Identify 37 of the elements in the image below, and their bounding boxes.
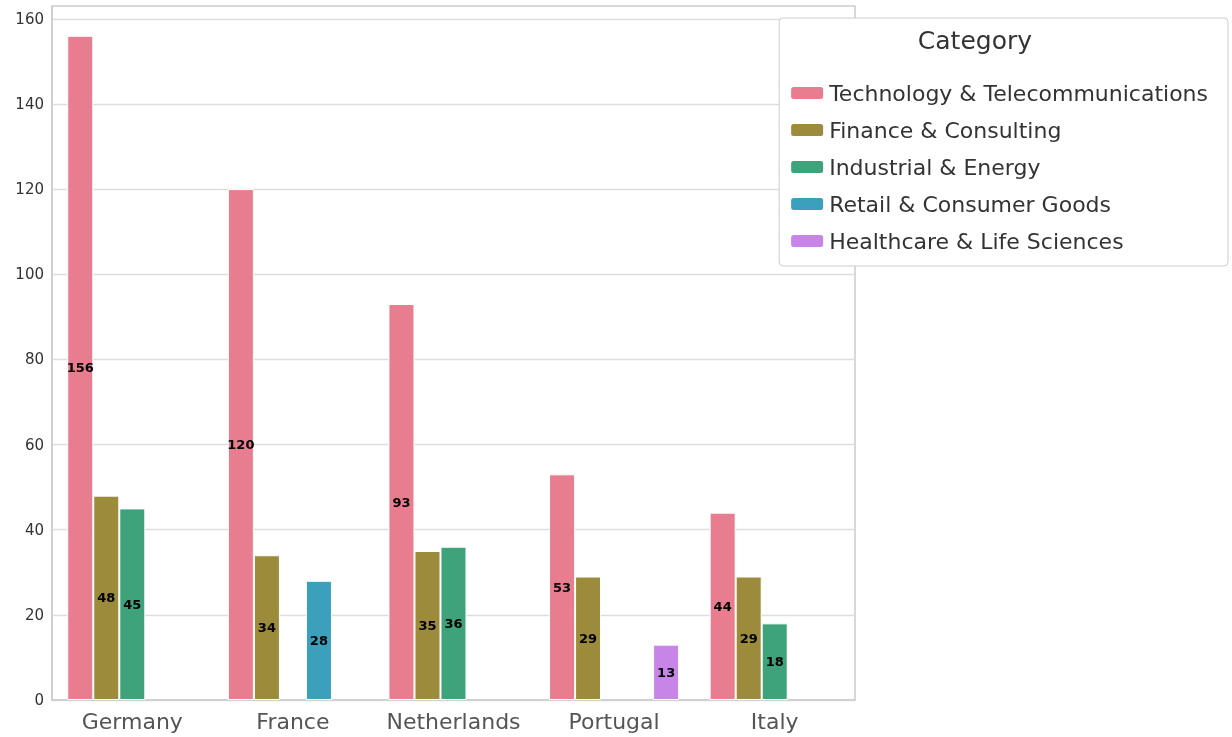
y-tick-label: 0 [34, 691, 44, 709]
bar [305, 580, 332, 700]
data-label: 28 [309, 632, 328, 648]
data-label: 156 [66, 360, 94, 376]
x-tick-label: Italy [750, 708, 799, 734]
data-label: 35 [418, 617, 437, 633]
legend-label: Finance & Consulting [829, 117, 1062, 143]
y-tick-label: 120 [15, 180, 44, 199]
y-tick-label: 140 [15, 94, 44, 113]
data-label: 45 [123, 596, 142, 612]
legend-label: Retail & Consumer Goods [829, 191, 1112, 217]
data-label: 53 [553, 579, 572, 595]
legend-title: Category [917, 26, 1033, 55]
x-tick-label: Germany [81, 708, 183, 734]
x-tick-label: Netherlands [386, 708, 521, 734]
legend-label: Healthcare & Life Sciences [829, 228, 1124, 254]
data-label: 29 [579, 630, 598, 646]
data-label: 44 [713, 598, 732, 614]
data-label: 36 [444, 615, 463, 631]
bar [653, 644, 680, 700]
data-label: 120 [227, 437, 255, 453]
x-tick-label: France [256, 708, 330, 734]
x-tick-label: Portugal [568, 708, 660, 734]
y-tick-label: 40 [24, 520, 44, 539]
data-label: 13 [657, 664, 676, 680]
data-label: 34 [257, 620, 276, 636]
legend-label: Industrial & Energy [829, 154, 1041, 180]
y-tick-label: 80 [24, 350, 44, 369]
legend-label: Technology & Telecommunications [828, 80, 1208, 106]
y-tick-label: 20 [24, 605, 44, 624]
data-label: 18 [765, 654, 784, 670]
y-tick-label: 160 [15, 9, 44, 28]
y-tick-label: 60 [24, 435, 44, 454]
data-label: 48 [97, 590, 116, 606]
data-label: 29 [739, 630, 758, 646]
y-tick-label: 100 [15, 265, 44, 284]
data-label: 93 [392, 494, 411, 510]
